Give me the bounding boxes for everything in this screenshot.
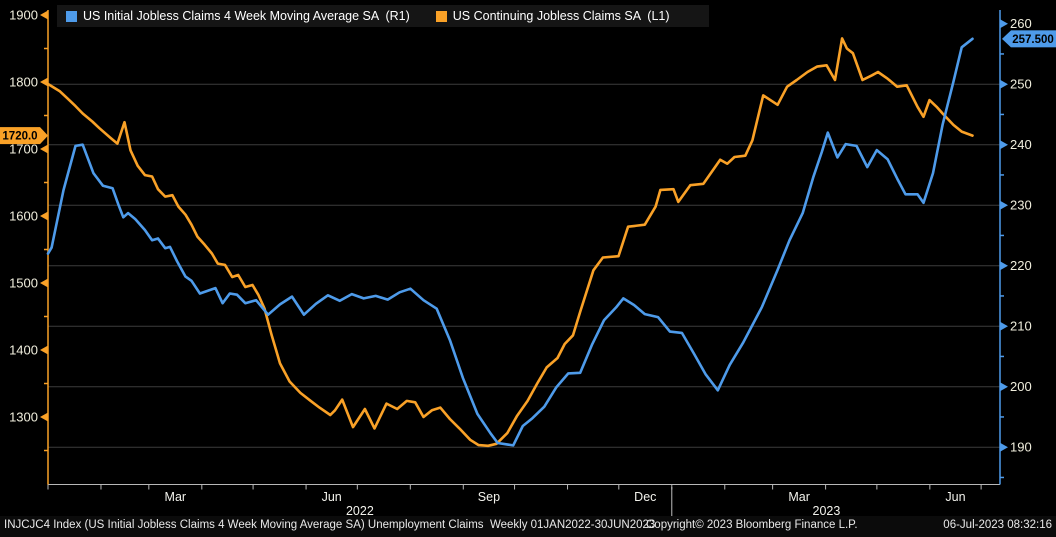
chart-legend: US Initial Jobless Claims 4 Week Moving …	[57, 5, 709, 27]
month-label: Sep	[478, 490, 500, 504]
status-bar: INJCJC4 Index (US Initial Jobless Claims…	[0, 516, 1056, 537]
series-line-continuing_claims[interactable]	[46, 37, 974, 448]
month-label: Mar	[788, 490, 810, 504]
series-line-initial_claims_4wk_ma[interactable]	[46, 37, 974, 447]
security-description: INJCJC4 Index (US Initial Jobless Claims…	[4, 519, 656, 531]
month-label: Jun	[945, 490, 965, 504]
left-axis-tick-label: 1400	[9, 343, 38, 358]
right-axis-tick-label: 190	[1010, 440, 1032, 455]
left-axis-tick-label: 1900	[9, 8, 38, 23]
year-label: 2022	[346, 504, 374, 518]
legend-item-label: US Initial Jobless Claims 4 Week Moving …	[83, 9, 410, 23]
legend-item-continuing_claims[interactable]: US Continuing Jobless Claims SA (L1)	[435, 9, 670, 23]
right-axis-tick-arrow-icon	[1000, 19, 1008, 29]
copyright-text: Copyright© 2023 Bloomberg Finance L.P.	[646, 519, 858, 531]
left-axis-tick-label: 1600	[9, 209, 38, 224]
right-axis-tick-label: 250	[1010, 77, 1032, 92]
right-axis-tick-arrow-icon	[1000, 321, 1008, 331]
timestamp: 06-Jul-2023 08:32:16	[943, 519, 1052, 531]
year-label: 2023	[813, 504, 841, 518]
right-axis-tick-arrow-icon	[1000, 200, 1008, 210]
right-axis-tick-arrow-icon	[1000, 140, 1008, 150]
left-axis-tick-arrow-icon	[40, 144, 48, 154]
right-axis-tick-label: 210	[1010, 319, 1032, 334]
month-label: Mar	[165, 490, 187, 504]
left-last-value-badge-tip	[40, 127, 48, 145]
left-axis-tick-arrow-icon	[40, 211, 48, 221]
left-axis-tick-arrow-icon	[40, 345, 48, 355]
right-axis-tick-arrow-icon	[1000, 442, 1008, 452]
legend-item-label: US Continuing Jobless Claims SA (L1)	[452, 9, 670, 23]
right-axis-tick-arrow-icon	[1000, 382, 1008, 392]
legend-swatch-icon	[66, 10, 77, 22]
left-axis-tick-label: 1500	[9, 276, 38, 291]
left-last-value-label: 1720.0	[2, 131, 37, 143]
left-axis-tick-arrow-icon	[40, 77, 48, 87]
right-axis-tick-arrow-icon	[1000, 261, 1008, 271]
legend-item-initial_claims_4wk_ma[interactable]: US Initial Jobless Claims 4 Week Moving …	[66, 9, 410, 23]
right-axis-tick-label: 200	[1010, 379, 1032, 394]
right-axis-tick-label: 260	[1010, 16, 1032, 31]
left-axis-tick-label: 1800	[9, 75, 38, 90]
left-axis-tick-arrow-icon	[40, 278, 48, 288]
left-axis-tick-arrow-icon	[40, 412, 48, 422]
left-axis-tick-label: 1700	[9, 142, 38, 157]
right-last-value-badge	[1011, 30, 1056, 48]
left-axis-tick-label: 1300	[9, 410, 38, 425]
right-axis-tick-label: 230	[1010, 198, 1032, 213]
right-last-value-label: 257.500	[1012, 34, 1054, 46]
right-axis-tick-label: 220	[1010, 258, 1032, 273]
right-axis-tick-arrow-icon	[1000, 79, 1008, 89]
right-axis-tick-label: 240	[1010, 137, 1032, 152]
left-last-value-badge	[0, 127, 40, 145]
legend-swatch-icon	[435, 10, 447, 22]
right-last-value-badge-tip	[1002, 30, 1011, 48]
month-label: Dec	[634, 490, 656, 504]
month-label: Jun	[322, 490, 342, 504]
left-axis-tick-arrow-icon	[40, 10, 48, 20]
